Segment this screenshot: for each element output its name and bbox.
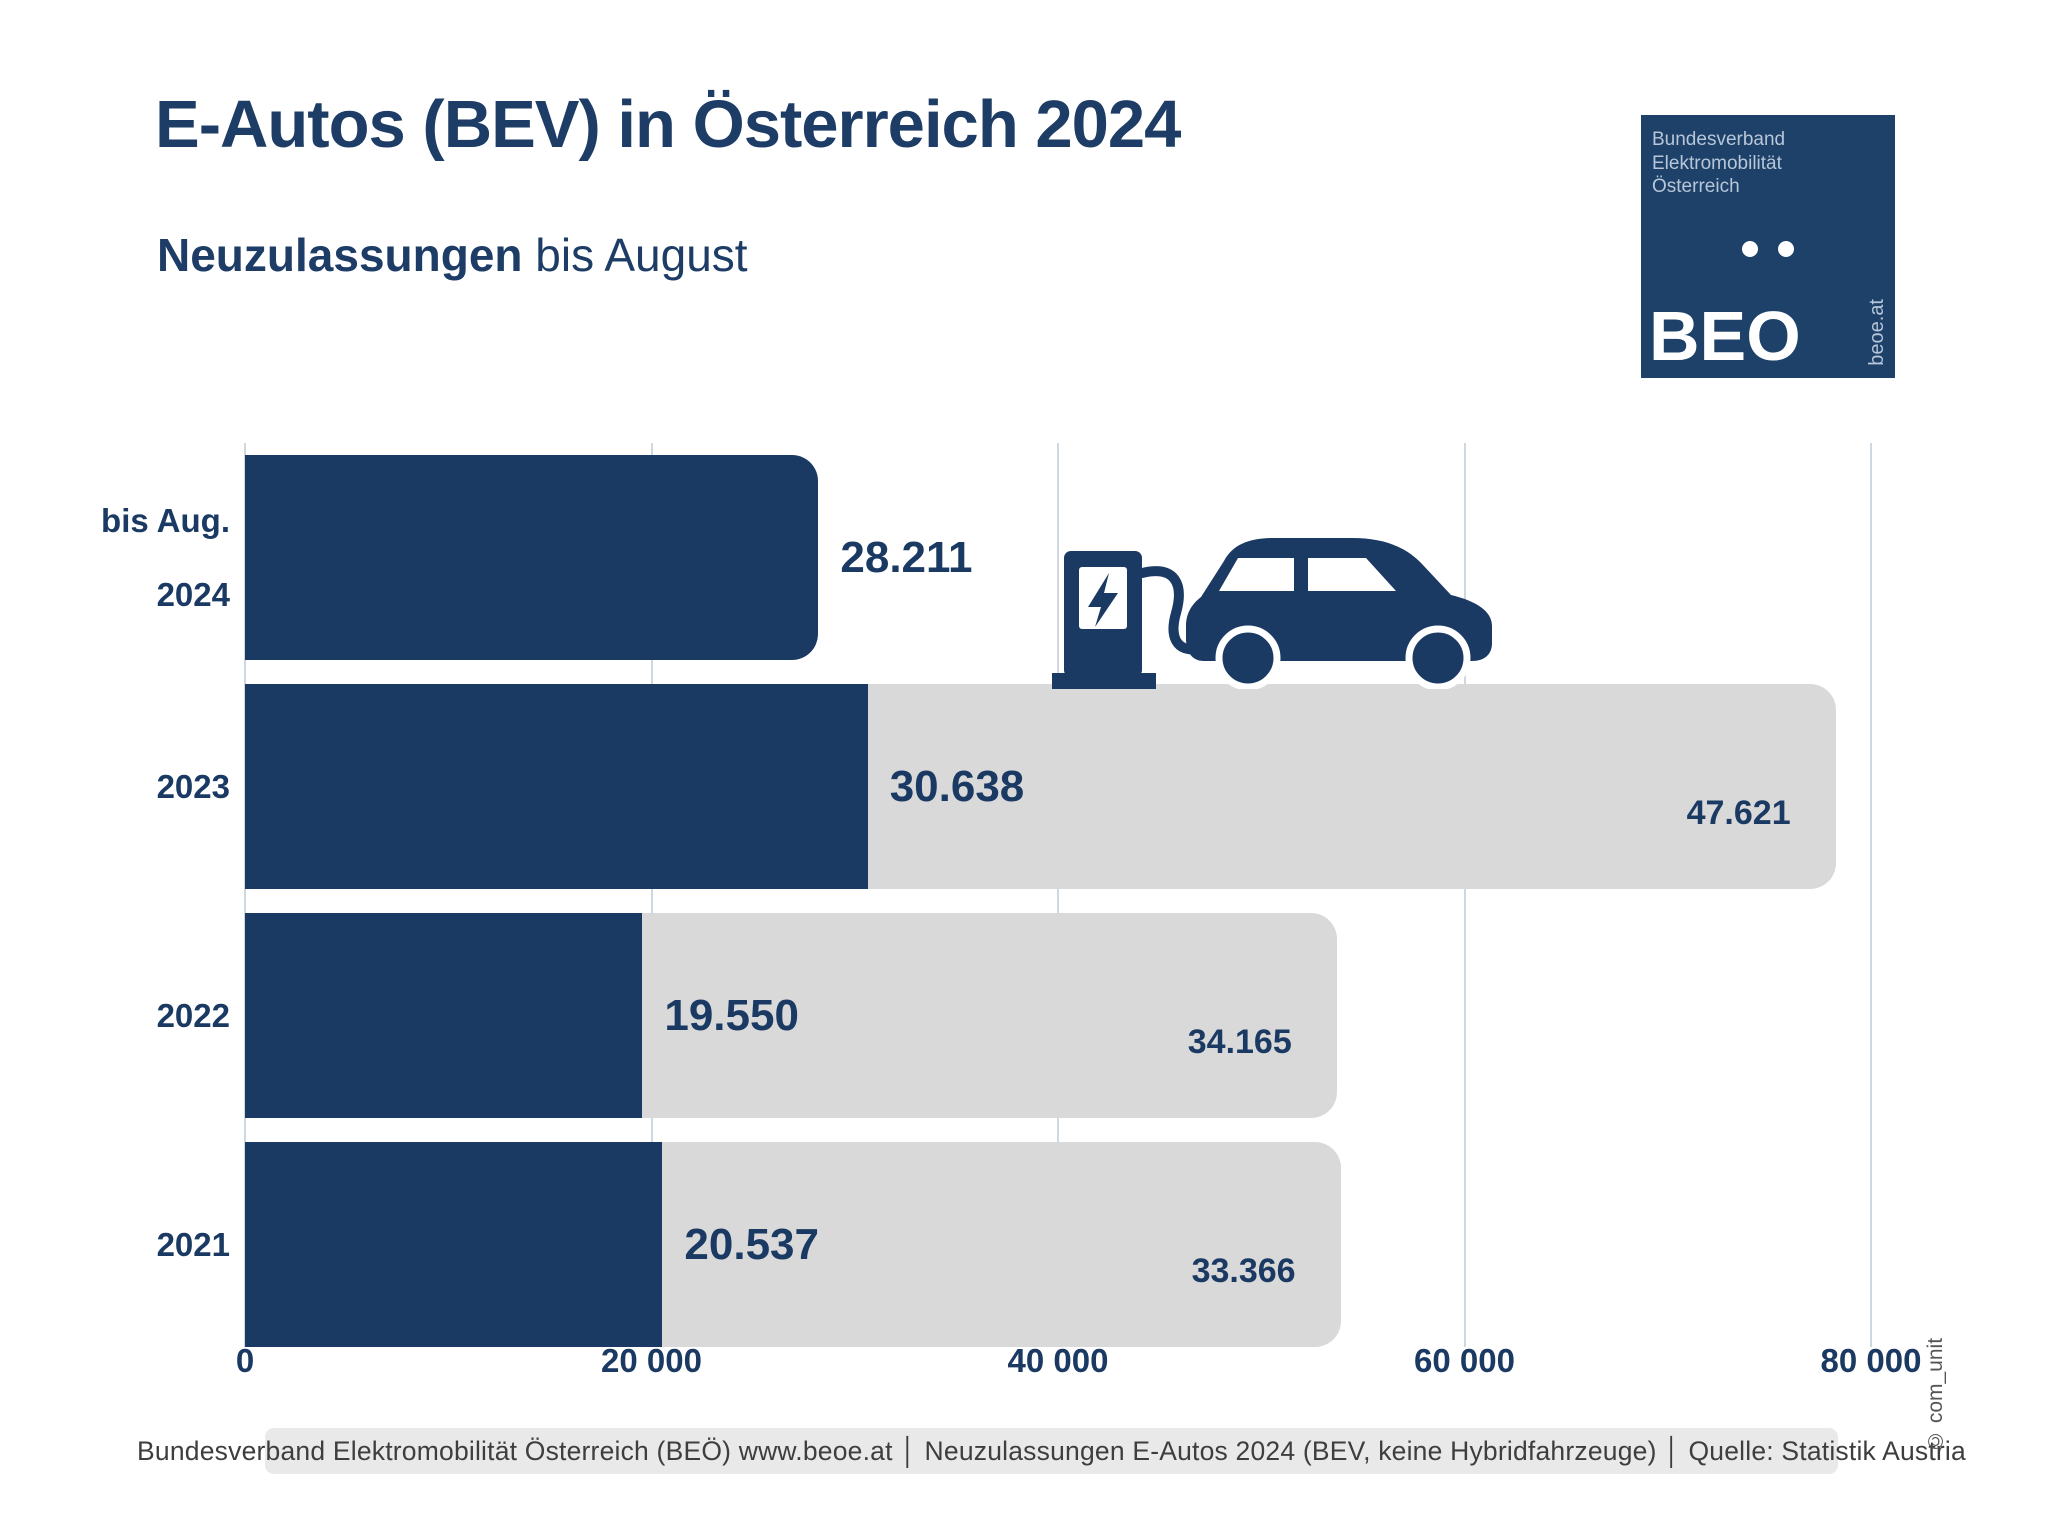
full-year-value-label: 34.165	[1187, 1023, 1292, 1061]
page-title: E-Autos (BEV) in Österreich 2024	[155, 87, 1181, 162]
subtitle-rest: bis August	[522, 229, 748, 281]
category-line: 2024	[156, 575, 230, 613]
page-subtitle: Neuzulassungen bis August	[157, 228, 748, 282]
logo-org-line: Elektromobilität	[1652, 152, 1782, 174]
source-note: Bundesverband Elektromobilität Österreic…	[137, 1428, 1966, 1474]
until-august-value-label: 28.211	[840, 532, 973, 582]
category-line: 2021	[156, 1225, 230, 1263]
bar-until-august	[245, 1142, 663, 1347]
charging-cable	[1137, 566, 1209, 655]
category-line: 2023	[156, 767, 230, 805]
bar-until-august	[245, 455, 819, 660]
row-category-label: 2023	[40, 684, 230, 889]
ev-charging-station-and-car-icon	[1052, 538, 1492, 689]
bar-until-august	[245, 684, 868, 889]
gridline-80000	[1870, 443, 1872, 1347]
x-axis-tick-label: 80 000	[1820, 1342, 1922, 1379]
category-line: 2022	[156, 996, 230, 1034]
subtitle-bold: Neuzulassungen	[157, 229, 523, 281]
bar-until-august	[245, 913, 643, 1118]
row-category-label: 2022	[40, 913, 230, 1118]
car-rear-window	[1219, 558, 1294, 591]
logo-org-line: Österreich	[1652, 176, 1740, 198]
x-axis-tick-label: 40 000	[1007, 1342, 1109, 1379]
gridline-0	[244, 443, 246, 1347]
car-front-wheel	[1405, 625, 1471, 689]
car-rear-wheel	[1215, 625, 1281, 689]
x-axis-tick-label: 60 000	[1414, 1342, 1515, 1379]
full-year-value-label: 33.366	[1191, 1252, 1296, 1290]
logo-brand-text: BEO	[1649, 297, 1801, 375]
umlaut-dot-icon	[1778, 241, 1794, 257]
until-august-value-label: 19.550	[664, 990, 799, 1040]
bar-full-year	[662, 1142, 1341, 1347]
logo-org-line: Bundesverband	[1652, 129, 1786, 150]
lightning-bolt-icon	[1088, 573, 1118, 627]
gridline-40000	[1057, 443, 1059, 1347]
logo-org-name: Bundesverband Elektromobilität Österreic…	[1652, 128, 1785, 199]
car-front-window	[1308, 558, 1396, 591]
row-category-label: 2021	[40, 1142, 230, 1347]
x-axis-tick-label: 20 000	[601, 1342, 702, 1379]
umlaut-dot-icon	[1742, 241, 1758, 257]
until-august-value-label: 30.638	[889, 761, 1025, 811]
until-august-value-label: 20.537	[684, 1219, 819, 1269]
gridline-20000	[650, 443, 653, 1347]
beo-logo: Bundesverband Elektromobilität Österreic…	[1641, 115, 1895, 378]
gridline-60000	[1463, 443, 1466, 1347]
bar-full-year	[867, 684, 1836, 889]
x-axis-tick-label: 0	[235, 1342, 255, 1379]
full-year-value-label: 47.621	[1686, 794, 1791, 832]
bar-full-year	[642, 913, 1337, 1118]
row-category-label: bis Aug. 2024	[40, 455, 230, 660]
category-line: bis Aug.	[101, 501, 230, 539]
